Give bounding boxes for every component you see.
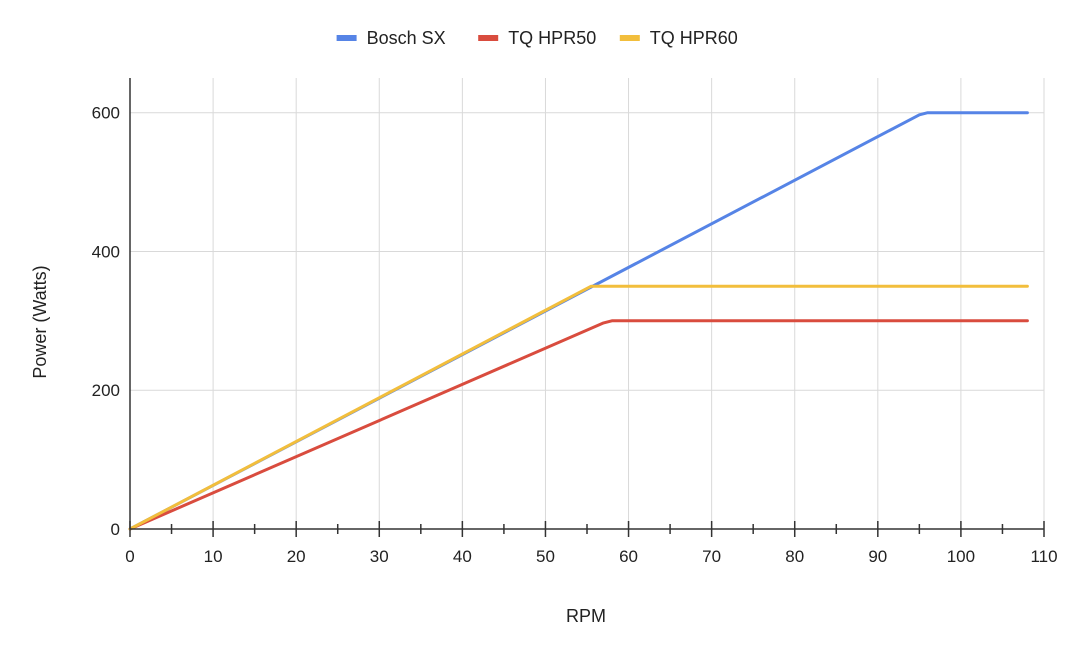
x-tick-label-80: 80 xyxy=(785,547,804,566)
x-tick-label-70: 70 xyxy=(702,547,721,566)
series-line-tq-hpr50 xyxy=(128,319,1029,531)
axis-layer: 0 10 20 30 40 50 60 70 80 90 100 110 0 200 400 600 xyxy=(92,78,1058,566)
legend-label-bosch-sx: Bosch SX xyxy=(367,28,446,48)
legend-label-tq-hpr60: TQ HPR60 xyxy=(650,28,738,48)
x-tick-label-100: 100 xyxy=(947,547,975,566)
x-tick-label-110: 110 xyxy=(1030,547,1057,566)
legend-item-tq-hpr50: TQ HPR50 xyxy=(478,28,596,48)
series-line-tq-hpr60 xyxy=(128,284,1029,531)
y-tick-label-0: 0 xyxy=(111,520,120,539)
x-axis-title: RPM xyxy=(566,606,606,626)
legend: Bosch SX TQ HPR50 TQ HPR60 xyxy=(336,28,738,48)
x-tick-label-60: 60 xyxy=(619,547,638,566)
legend-item-tq-hpr60: TQ HPR60 xyxy=(619,28,738,48)
legend-label-tq-hpr50: TQ HPR50 xyxy=(508,28,596,48)
y-tick-label-600: 600 xyxy=(92,104,120,123)
x-tick-label-10: 10 xyxy=(204,547,223,566)
x-tick-label-90: 90 xyxy=(868,547,887,566)
y-axis-title: Power (Watts) xyxy=(30,265,50,378)
x-tick-label-40: 40 xyxy=(453,547,472,566)
y-tick-label-200: 200 xyxy=(92,381,120,400)
x-tick-label-20: 20 xyxy=(287,547,306,566)
x-tick-label-0: 0 xyxy=(125,547,134,566)
x-tick-label-30: 30 xyxy=(370,547,389,566)
series-layer xyxy=(128,111,1029,531)
grid-layer xyxy=(130,78,1045,529)
x-tick-label-50: 50 xyxy=(536,547,555,566)
y-tick-label-400: 400 xyxy=(92,242,120,261)
legend-item-bosch-sx: Bosch SX xyxy=(336,28,446,48)
